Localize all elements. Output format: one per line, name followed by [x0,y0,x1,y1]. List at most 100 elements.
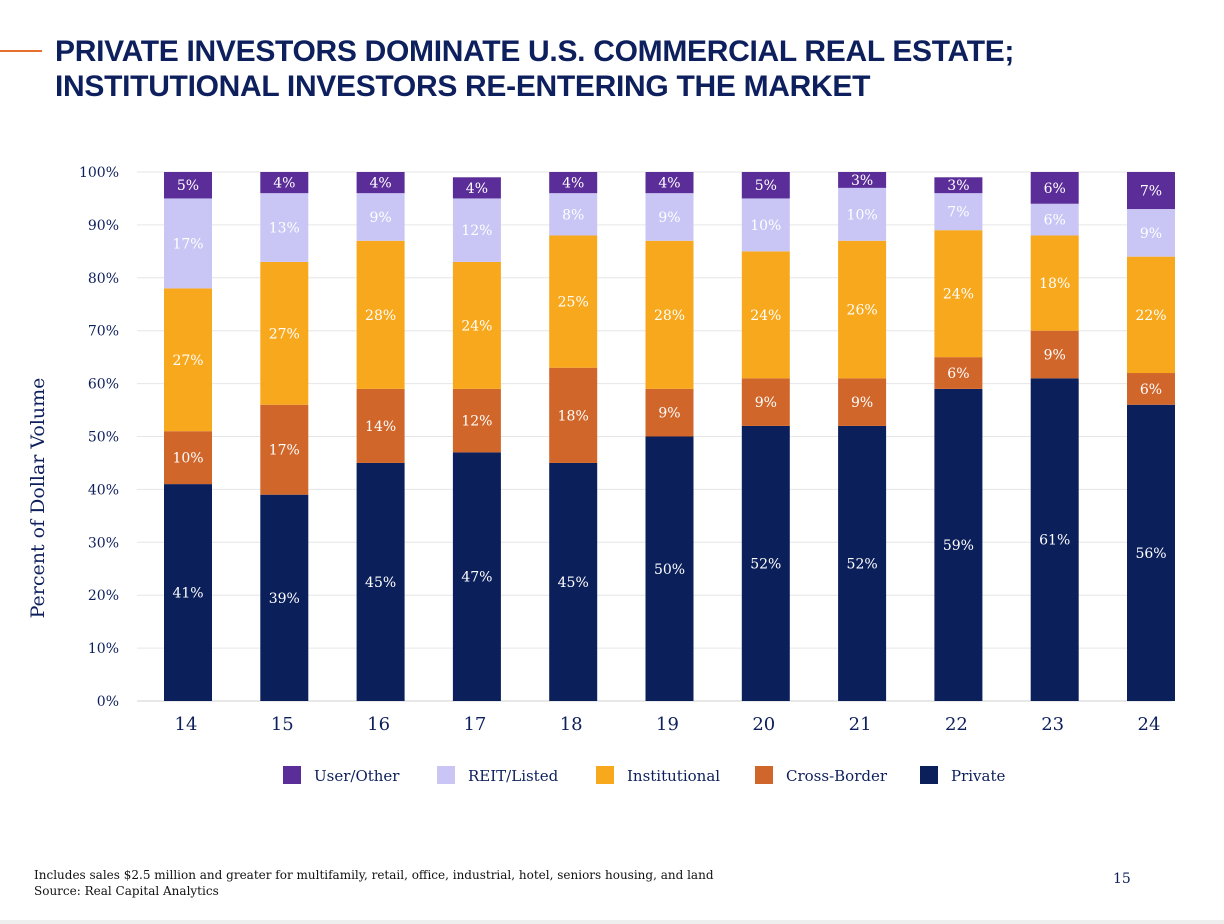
bar-segment-institutional [1030,235,1079,331]
bar-segment-private [1127,404,1175,701]
bar-segment-private [549,462,598,701]
data-label: 27% [172,353,203,369]
data-labels: 41% 10% 27% 17% 5% 39% 17% 27% 13% 4% 45% 14% 28% 9% 4… [172,173,1166,607]
page-number: 15 [1113,871,1131,887]
data-label: 6% [1044,181,1066,197]
bar-segment-institutional [164,288,212,432]
bar-segment-reit-listed [934,193,983,231]
bar-segment-institutional [645,240,694,389]
bar-segment-cross-border [549,367,598,463]
bar-segment-user-other [838,172,887,188]
bar-segment-cross-border [356,388,405,463]
x-axis: 14 15 16 17 18 19 20 21 22 23 24 [175,714,1161,735]
bar-segment-institutional [356,240,405,389]
bar-segment-reit-listed [838,187,887,241]
bar-segment-user-other [260,172,309,194]
bar-segment-private [164,484,212,701]
title-line-2: INSTITUTIONAL INVESTORS RE-ENTERING THE … [55,70,871,103]
bar-segment-institutional [549,235,598,368]
x-tick-label: 14 [175,714,198,735]
bar-segment-user-other [741,172,790,199]
bar-segment-private [1030,378,1079,701]
bar-segment-user-other [164,172,212,199]
legend-item-private[interactable]: Private [920,766,1006,785]
bar-segment-private [838,425,887,701]
legend-label: Institutional [627,767,720,785]
footnote: Includes sales $2.5 million and greater … [34,867,714,899]
data-label: 9% [369,210,391,226]
data-label: 3% [851,173,873,189]
bar-segment-cross-border [1030,330,1079,379]
legend-item-user-other[interactable]: User/Other [283,766,400,785]
bar-segment-cross-border [1127,373,1175,405]
data-label: 14% [365,419,396,435]
x-tick-label: 16 [367,714,390,735]
data-label: 17% [269,443,300,459]
bar-segment-private [934,388,983,701]
data-label: 22% [1135,308,1166,324]
bar-segment-institutional [260,261,309,405]
data-label: 59% [943,538,974,554]
y-axis-title: Percent of Dollar Volume [27,378,49,619]
data-label: 18% [558,408,589,424]
bar-segment-reit-listed [260,193,309,262]
bar-segment-institutional [741,251,790,379]
bar-segment-private [452,452,501,701]
data-label: 24% [461,318,492,334]
y-axis: 0% 10% 20% 30% 40% 50% 60% 70% 80% 90% 100% [79,165,119,710]
legend-item-cross-border[interactable]: Cross-Border [755,766,888,785]
bar-segment-reit-listed [1127,209,1175,257]
bar-segment-user-other [645,172,694,194]
y-tick-label: 10% [88,641,119,657]
footnote-text: Includes sales $2.5 million and greater … [34,868,714,882]
data-label: 6% [947,366,969,382]
bar-segment-reit-listed [741,198,790,252]
data-label: 28% [365,308,396,324]
data-label: 50% [654,562,685,578]
y-tick-label: 100% [79,165,119,181]
x-tick-label: 20 [752,714,775,735]
data-label: 52% [847,556,878,572]
data-label: 12% [461,414,492,430]
bar-segment-reit-listed [549,193,598,236]
data-label: 9% [1044,348,1066,364]
legend[interactable]: User/Other REIT/Listed Institutional Cross-… [283,766,1006,785]
bar-segment-institutional [1127,256,1175,374]
bar-segment-reit-listed [1030,203,1079,236]
data-label: 3% [947,178,969,194]
legend-label: Cross-Border [786,767,888,785]
data-label: 47% [461,570,492,586]
data-label: 4% [466,181,488,197]
x-tick-label: 23 [1041,714,1064,735]
bar-segment-reit-listed [164,198,212,289]
legend-item-institutional[interactable]: Institutional [596,766,720,785]
data-label: 6% [1044,213,1066,229]
data-label: 61% [1039,533,1070,549]
data-label: 17% [172,236,203,252]
legend-item-reit-listed[interactable]: REIT/Listed [437,766,559,785]
legend-swatch [283,766,301,784]
bar-segment-user-other [1127,172,1175,210]
bar-segment-cross-border [645,388,694,437]
bar-segment-user-other [549,172,598,194]
stacked-bar-chart: 0% 10% 20% 30% 40% 50% 60% 70% 80% 90% 100% 41% 10%… [27,165,1175,785]
bar-segment-institutional [838,240,887,379]
y-tick-label: 20% [88,588,119,604]
data-label: 10% [750,218,781,234]
data-label: 7% [947,205,969,221]
data-label: 12% [461,223,492,239]
x-tick-label: 19 [656,714,679,735]
y-tick-label: 90% [88,218,119,234]
data-label: 41% [172,586,203,602]
data-label: 52% [750,556,781,572]
x-tick-label: 22 [945,714,968,735]
bar-segment-cross-border [452,388,501,453]
data-label: 7% [1140,184,1162,200]
bar-segment-institutional [452,261,501,389]
y-tick-label: 60% [88,377,119,393]
data-label: 9% [1140,226,1162,242]
legend-swatch [755,766,773,784]
data-label: 10% [172,451,203,467]
bar-segment-cross-border [164,431,212,485]
data-label: 27% [269,326,300,342]
